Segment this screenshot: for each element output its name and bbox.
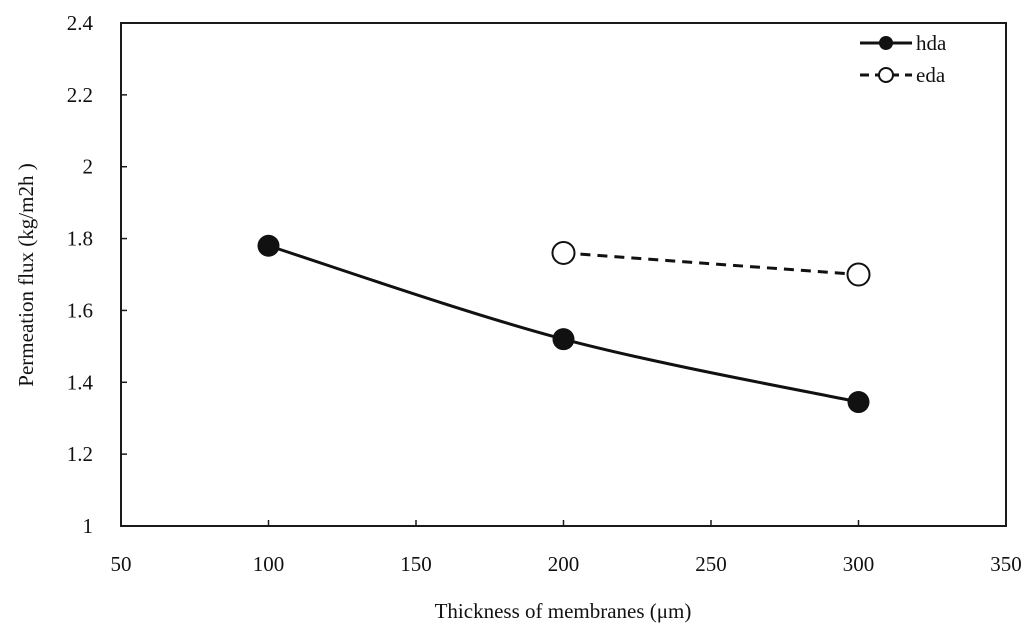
x-axis-title: Thickness of membranes (μm) — [435, 599, 692, 623]
x-tick-label: 50 — [111, 552, 132, 576]
y-tick-label: 2.4 — [67, 11, 94, 35]
y-tick-label: 1.4 — [67, 370, 94, 394]
y-tick-label: 1.6 — [67, 298, 93, 322]
x-tick-label: 100 — [253, 552, 285, 576]
x-tick-label: 200 — [548, 552, 580, 576]
legend-eda-label: eda — [916, 63, 946, 87]
y-tick-label: 2 — [83, 155, 94, 179]
series-hda-point — [257, 234, 280, 257]
y-tick-label: 1.8 — [67, 227, 93, 251]
y-tick-label: 1.2 — [67, 442, 93, 466]
y-axis-title: Permeation flux (kg/m2h ) — [14, 163, 38, 386]
series-hda-point — [847, 391, 870, 414]
x-axis-ticks: 50 100 150 200 250 300 350 — [111, 520, 1022, 576]
y-tick-label: 1 — [83, 514, 94, 538]
legend-hda-label: hda — [916, 31, 947, 55]
legend-hda-marker — [879, 36, 893, 50]
y-tick-label: 2.2 — [67, 83, 93, 107]
series-layer — [257, 234, 871, 414]
legend: hda eda — [860, 31, 947, 87]
plot-area — [120, 22, 1007, 527]
x-tick-label: 350 — [990, 552, 1022, 576]
x-tick-label: 150 — [400, 552, 432, 576]
legend-eda-marker — [878, 67, 894, 83]
series-eda-point — [551, 240, 576, 265]
series-eda-line — [563, 251, 859, 276]
series-eda-point — [846, 262, 871, 287]
x-tick-label: 300 — [843, 552, 875, 576]
series-hda-point — [552, 328, 575, 351]
y-axis-ticks: 1 1.2 1.4 1.6 1.8 2 2.2 2.4 — [67, 11, 127, 538]
x-tick-label: 250 — [695, 552, 727, 576]
